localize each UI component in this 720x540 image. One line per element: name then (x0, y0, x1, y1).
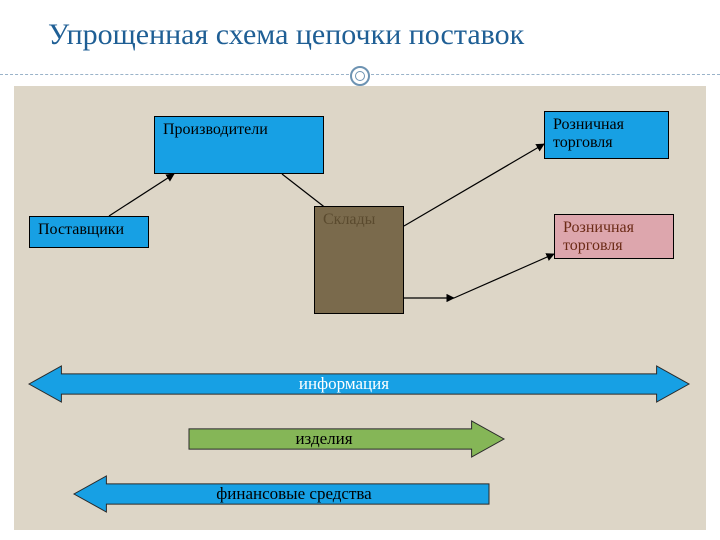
node-retail-top: Розничная торговля (544, 111, 669, 159)
flow-arrow-products (14, 421, 706, 457)
edge-warehouse-retail-top (404, 144, 544, 226)
node-retail-pink: Розничная торговля (554, 214, 674, 259)
page-title: Упрощенная схема цепочки поставок (48, 18, 524, 52)
edge-suppliers-manufacturers (109, 174, 174, 216)
node-warehouse: Склады (314, 206, 404, 314)
flow-arrow-information (14, 366, 706, 402)
node-suppliers: Поставщики (29, 216, 149, 248)
diagram-canvas: Поставщики Производители Склады Розничная т… (14, 86, 706, 530)
flow-arrow-finance (14, 476, 706, 512)
edge-retail-pink-a-retail-pink (454, 254, 554, 298)
node-manufacturers: Производители (154, 116, 324, 174)
title-divider (0, 66, 720, 86)
